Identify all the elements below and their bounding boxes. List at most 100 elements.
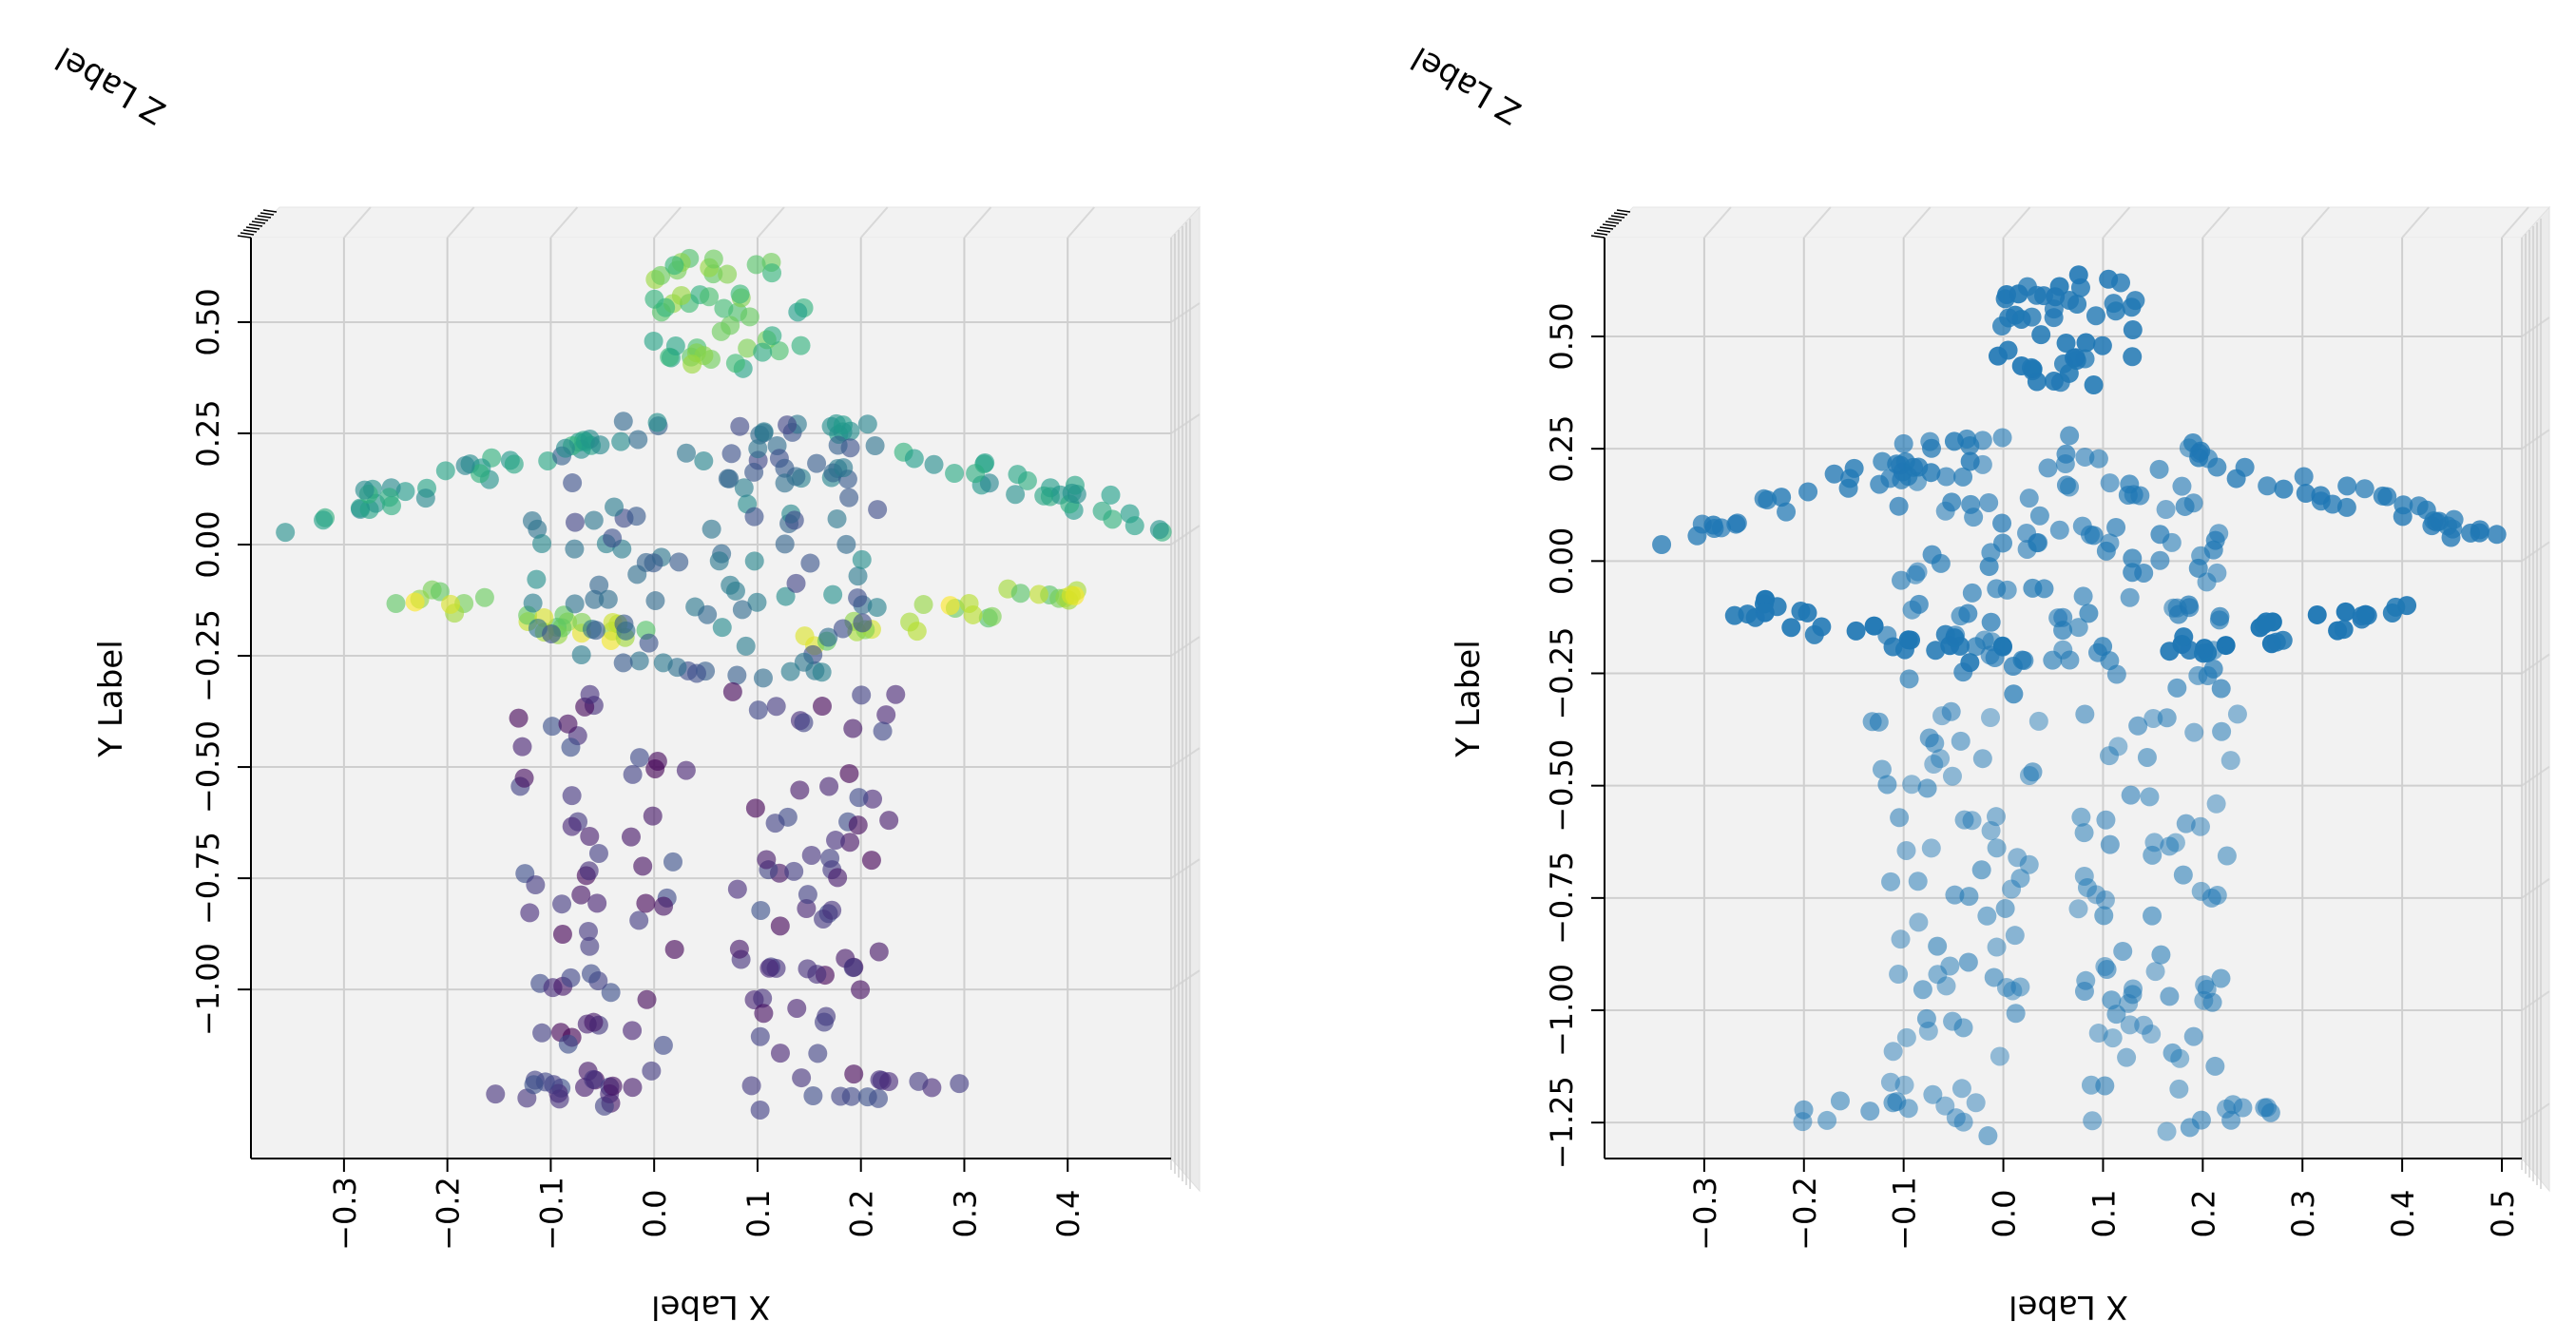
scatter-point: [636, 893, 656, 913]
scatter-point: [2008, 848, 2028, 868]
scatter-point: [2197, 572, 2217, 592]
scatter-point: [869, 942, 889, 962]
scatter-point: [709, 551, 729, 571]
scatter-point: [2212, 721, 2232, 741]
scatter-point: [2444, 509, 2464, 529]
scatter-point: [1979, 557, 1999, 577]
scatter-point: [2095, 890, 2115, 910]
scatter-point: [823, 584, 843, 604]
scatter-point: [2144, 833, 2164, 852]
y-tick-label: 0.25: [190, 399, 226, 467]
scatter-point: [571, 644, 591, 664]
scatter-point: [441, 594, 461, 614]
side-gridline: [1170, 858, 1201, 879]
y-axis-label: Y Label: [1450, 640, 1488, 757]
z-axis-label: Z Label: [49, 39, 172, 132]
scatter-point: [2123, 548, 2143, 568]
scatter-point: [637, 989, 657, 1009]
scatter-point: [2019, 489, 2039, 508]
scatter-point: [405, 592, 425, 612]
scatter-point: [1862, 712, 1882, 732]
z-tick: [262, 209, 278, 213]
scatter-point: [2106, 517, 2126, 537]
scatter-point: [2059, 363, 2079, 383]
scatter-point: [840, 833, 860, 852]
scatter-point: [1992, 513, 2012, 533]
z-tick: [245, 226, 260, 230]
scatter-point: [786, 573, 806, 593]
scatter-point: [757, 850, 777, 870]
scatter-point: [2102, 990, 2122, 1010]
scatter-point: [1061, 585, 1081, 605]
scatter-point: [1877, 775, 1897, 795]
scatter-point: [676, 443, 696, 463]
scatter-point: [1931, 749, 1951, 769]
scatter-point: [1946, 625, 1966, 645]
side-gridline: [2521, 878, 2550, 899]
scatter-point: [1959, 887, 1979, 907]
scatter-point: [2031, 325, 2051, 345]
x-tick-label: 0.4: [1050, 1190, 1086, 1238]
scatter-point: [1953, 662, 1973, 682]
scatter-point: [565, 594, 585, 614]
scatter-point: [1981, 612, 2001, 632]
scatter-point: [720, 469, 740, 489]
top-gridline: [343, 206, 372, 239]
scatter-point: [744, 551, 764, 571]
scatter-point: [1896, 840, 1916, 860]
scatter-point: [571, 885, 591, 905]
scatter-point: [563, 473, 583, 493]
scatter-point: [1951, 606, 1970, 626]
top-gridline: [1703, 206, 1732, 239]
scatter-point: [2373, 486, 2393, 506]
scatter-point: [2123, 563, 2143, 583]
scatter-point: [2073, 586, 2093, 606]
scatter-point: [2195, 975, 2215, 995]
scatter-point: [603, 1076, 623, 1096]
side-gridline: [2521, 653, 2550, 675]
scatter-point: [2100, 651, 2120, 671]
scatter-point: [2145, 962, 2165, 982]
scatter-point: [552, 925, 572, 945]
scatter-point: [2117, 1047, 2137, 1067]
scatter-point: [1899, 669, 1919, 689]
scatter-point: [2221, 1110, 2241, 1130]
scatter-point: [1943, 1011, 1963, 1031]
scatter-point: [2060, 477, 2080, 497]
scatter-point: [1986, 807, 2006, 827]
scatter-point: [732, 600, 752, 620]
scatter-point: [676, 760, 696, 780]
scatter-point: [2174, 627, 2194, 647]
y-tick-label: −1.25: [1544, 1076, 1580, 1169]
scatter-point: [1881, 872, 1901, 891]
x-tick-label: 0.1: [740, 1190, 777, 1238]
scatter-point: [839, 488, 859, 508]
x-tick-label: −0.1: [1887, 1177, 1923, 1251]
scatter-point: [950, 1074, 970, 1094]
scatter-point: [575, 431, 595, 451]
scatter-point: [2068, 618, 2088, 638]
scatter-point: [1918, 1021, 1938, 1041]
scatter-point: [524, 1075, 544, 1095]
scatter-point: [552, 894, 572, 914]
scatter-point: [2070, 278, 2090, 297]
scatter-point: [2274, 479, 2294, 499]
scatter-point: [776, 586, 796, 606]
scatter-point: [746, 255, 766, 275]
scatter-point: [1987, 838, 2007, 858]
scatter-point: [565, 539, 585, 559]
top-gridline: [859, 206, 889, 239]
scatter-point: [629, 748, 649, 768]
scatter-point: [750, 1100, 770, 1120]
scatter-point: [1981, 821, 2001, 841]
scatter-point: [1830, 1091, 1850, 1111]
scatter-point: [2337, 476, 2357, 496]
scatter-point: [2074, 823, 2094, 843]
scatter-point: [1996, 284, 2016, 304]
scatter-point: [588, 843, 608, 863]
top-pane: [1603, 206, 2551, 239]
scatter-point: [2017, 523, 2037, 543]
scatter-point: [2049, 520, 2069, 540]
scatter-point: [664, 939, 684, 959]
scatter-point: [2065, 348, 2085, 368]
